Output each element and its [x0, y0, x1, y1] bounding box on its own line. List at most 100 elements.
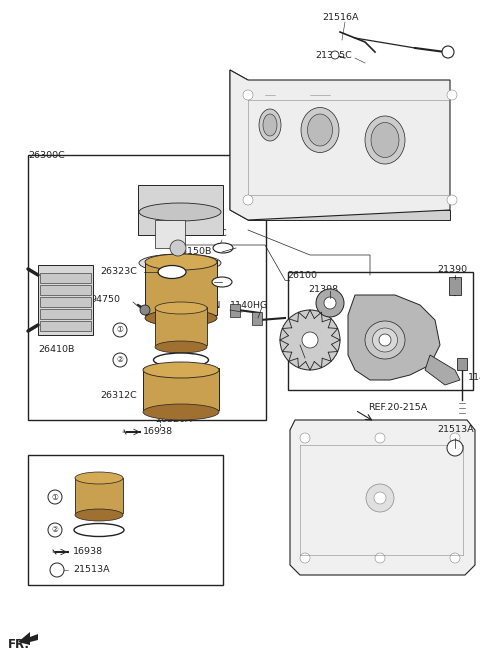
- Circle shape: [48, 490, 62, 504]
- Bar: [40, 273, 91, 283]
- Bar: [75, 478, 123, 513]
- Circle shape: [300, 553, 310, 563]
- Bar: [38, 265, 93, 335]
- Text: FR.: FR.: [8, 638, 30, 651]
- Ellipse shape: [371, 123, 399, 157]
- Circle shape: [447, 440, 463, 456]
- Circle shape: [375, 553, 385, 563]
- Ellipse shape: [74, 523, 124, 537]
- Bar: [155, 307, 207, 345]
- Ellipse shape: [263, 114, 277, 136]
- Circle shape: [316, 289, 344, 317]
- Text: 26312C: 26312C: [100, 390, 137, 400]
- Ellipse shape: [139, 254, 221, 272]
- Circle shape: [48, 523, 62, 537]
- Bar: [28, 155, 266, 420]
- Circle shape: [366, 484, 394, 512]
- Bar: [40, 285, 91, 295]
- Bar: [252, 312, 262, 325]
- Polygon shape: [425, 355, 460, 385]
- Text: 21516A: 21516A: [322, 14, 359, 22]
- Text: 21513A: 21513A: [437, 426, 474, 434]
- Ellipse shape: [365, 321, 405, 359]
- Circle shape: [302, 332, 318, 348]
- Bar: [28, 455, 223, 585]
- Bar: [288, 272, 473, 390]
- Polygon shape: [248, 210, 450, 220]
- Ellipse shape: [139, 203, 221, 221]
- Ellipse shape: [301, 108, 339, 152]
- Circle shape: [450, 553, 460, 563]
- Circle shape: [280, 310, 340, 370]
- Text: 16938: 16938: [143, 428, 173, 436]
- Bar: [449, 277, 461, 295]
- Circle shape: [243, 90, 253, 100]
- Circle shape: [243, 195, 253, 205]
- Text: 26100: 26100: [287, 270, 317, 279]
- Circle shape: [447, 90, 457, 100]
- Bar: [138, 185, 223, 235]
- Text: ①: ①: [117, 325, 123, 335]
- Circle shape: [300, 433, 310, 443]
- Ellipse shape: [259, 109, 281, 141]
- Ellipse shape: [158, 266, 186, 279]
- Bar: [230, 304, 240, 317]
- Ellipse shape: [75, 509, 123, 521]
- Bar: [143, 368, 219, 410]
- Text: 26410B: 26410B: [38, 346, 74, 354]
- Circle shape: [113, 353, 127, 367]
- Text: 26322C: 26322C: [190, 228, 227, 237]
- Text: 26320A: 26320A: [155, 415, 192, 424]
- Circle shape: [50, 563, 64, 577]
- Circle shape: [450, 433, 460, 443]
- Ellipse shape: [75, 472, 123, 484]
- Text: ②: ②: [117, 356, 123, 365]
- Bar: [40, 309, 91, 319]
- Text: 11403B: 11403B: [468, 373, 480, 382]
- Text: REF.20-215A: REF.20-215A: [368, 403, 427, 413]
- Text: 26323C: 26323C: [100, 268, 137, 276]
- Ellipse shape: [212, 277, 232, 287]
- Ellipse shape: [143, 404, 219, 420]
- Ellipse shape: [213, 243, 233, 253]
- Text: 21312A: 21312A: [293, 352, 330, 361]
- Ellipse shape: [145, 254, 217, 270]
- Text: 21513A: 21513A: [73, 565, 109, 575]
- Bar: [40, 321, 91, 331]
- Polygon shape: [290, 420, 475, 575]
- Bar: [155, 220, 185, 248]
- Bar: [40, 297, 91, 307]
- Bar: [145, 260, 217, 315]
- Circle shape: [442, 46, 454, 58]
- Text: 26300C: 26300C: [28, 150, 65, 159]
- Text: ②: ②: [51, 525, 59, 535]
- Text: 26150B: 26150B: [175, 247, 211, 256]
- Text: 1140HG: 1140HG: [230, 302, 268, 310]
- Text: 21398: 21398: [308, 285, 338, 293]
- Ellipse shape: [143, 362, 219, 378]
- Circle shape: [379, 334, 391, 346]
- Circle shape: [324, 297, 336, 309]
- Ellipse shape: [365, 116, 405, 164]
- Polygon shape: [18, 632, 38, 645]
- Text: 21390: 21390: [437, 266, 467, 274]
- Circle shape: [113, 323, 127, 337]
- Circle shape: [331, 51, 339, 59]
- Circle shape: [140, 305, 150, 315]
- Ellipse shape: [145, 310, 217, 326]
- Ellipse shape: [308, 114, 333, 146]
- Text: 21315C: 21315C: [315, 51, 352, 60]
- Bar: [457, 358, 467, 370]
- Text: 16938: 16938: [73, 548, 103, 556]
- Text: 1140FN: 1140FN: [185, 302, 221, 310]
- Text: 94750: 94750: [90, 295, 120, 304]
- Ellipse shape: [154, 353, 208, 367]
- Ellipse shape: [155, 341, 207, 353]
- Ellipse shape: [155, 302, 207, 314]
- Ellipse shape: [372, 328, 397, 352]
- Polygon shape: [230, 70, 450, 220]
- Circle shape: [170, 240, 186, 256]
- Circle shape: [374, 492, 386, 504]
- Text: 26150B: 26150B: [175, 277, 211, 287]
- Circle shape: [447, 195, 457, 205]
